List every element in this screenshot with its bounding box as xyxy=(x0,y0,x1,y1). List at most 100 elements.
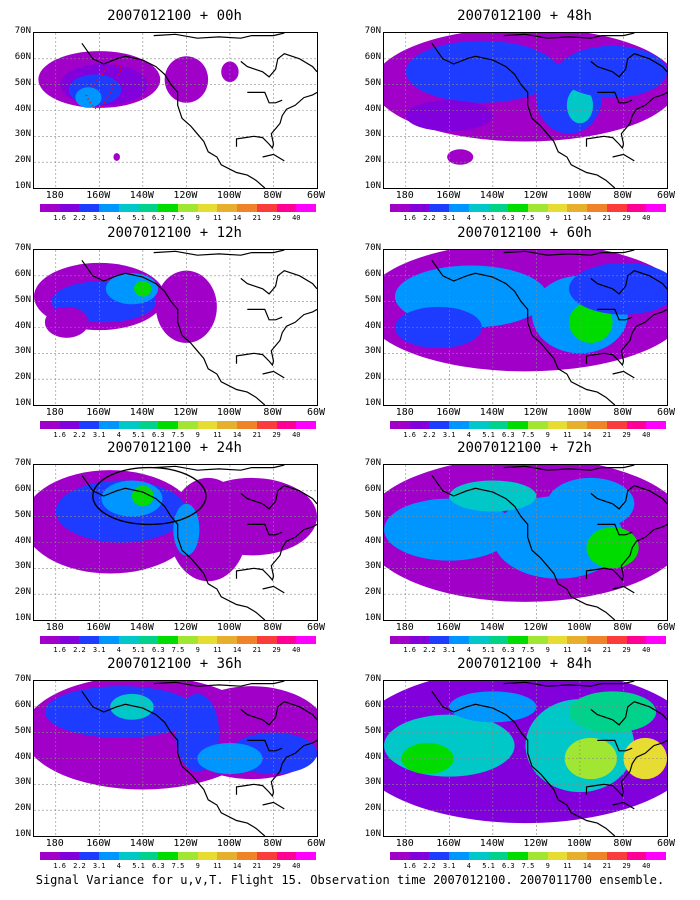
lat-tick-label: 30N xyxy=(364,561,381,572)
lon-tick-label: 60W xyxy=(656,838,676,849)
map-frame xyxy=(383,680,668,837)
colorbar-swatch xyxy=(488,852,509,860)
variance-contour xyxy=(221,61,239,83)
lat-tick-label: 50N xyxy=(14,77,31,88)
colorbar-swatch xyxy=(99,852,119,860)
lon-tick-label: 180 xyxy=(45,190,64,201)
lon-tick-label: 100W xyxy=(566,838,591,849)
lon-tick-label: 120W xyxy=(173,622,198,633)
colorbar-swatch xyxy=(256,636,277,644)
lon-tick-label: 180 xyxy=(395,407,414,418)
colorbar-swatch xyxy=(528,421,548,429)
colorbar-swatch xyxy=(390,204,410,212)
map-frame xyxy=(33,464,318,621)
colorbar-label: 6.3 xyxy=(501,431,515,439)
colorbar-swatch xyxy=(390,421,410,429)
variance-map xyxy=(34,681,317,836)
lat-tick-label: 30N xyxy=(14,346,31,357)
colorbar-swatch xyxy=(138,636,159,644)
lat-tick-label: 20N xyxy=(364,803,381,814)
lat-tick-label: 60N xyxy=(14,51,31,62)
colorbar-swatch xyxy=(138,421,159,429)
colorbar-swatch xyxy=(178,852,198,860)
lon-tick-label: 80W xyxy=(613,407,632,418)
lon-tick-label: 160W xyxy=(86,190,111,201)
lat-tick-label: 40N xyxy=(364,751,381,762)
coastline xyxy=(240,53,317,78)
coastline xyxy=(431,259,616,405)
coastline xyxy=(240,270,317,295)
colorbar-swatch xyxy=(99,636,119,644)
coastline xyxy=(235,523,317,582)
variance-map xyxy=(384,250,667,405)
colorbar-swatch xyxy=(626,421,647,429)
colorbar-label: 40 xyxy=(292,862,301,870)
colorbar-swatch xyxy=(429,421,450,429)
lon-tick-label: 160W xyxy=(86,838,111,849)
colorbar-swatch xyxy=(587,204,607,212)
colorbar-swatch xyxy=(508,204,529,212)
lat-tick-label: 60N xyxy=(14,483,31,494)
colorbar-swatch xyxy=(547,204,568,212)
colorbar-label: 14 xyxy=(582,646,592,654)
lon-tick-label: 140W xyxy=(479,838,504,849)
lon-tick-label: 60W xyxy=(656,190,676,201)
lon-tick-label: 140W xyxy=(479,190,504,201)
lat-tick-label: 10N xyxy=(14,398,31,408)
colorbar-swatch xyxy=(468,636,489,644)
lat-tick-label: 70N xyxy=(364,26,381,36)
lon-tick-label: 60W xyxy=(656,622,676,633)
colorbar-label: 5.1 xyxy=(132,214,145,222)
colorbar-swatch xyxy=(178,204,198,212)
colorbar-swatch xyxy=(587,421,607,429)
variance-map xyxy=(34,33,317,188)
coastline xyxy=(240,701,317,726)
colorbar-label: 40 xyxy=(642,646,651,654)
lon-tick-label: 80W xyxy=(263,190,282,201)
lon-tick-label: 160W xyxy=(436,622,461,633)
colorbar-label: 11 xyxy=(563,431,572,439)
lon-tick-label: 80W xyxy=(263,407,282,418)
colorbar-label: 6.3 xyxy=(501,862,515,870)
lon-tick-label: 80W xyxy=(613,190,632,201)
coastline xyxy=(153,681,285,687)
colorbar-swatch xyxy=(488,204,509,212)
colorbar-swatch xyxy=(547,852,568,860)
coastline xyxy=(597,523,633,536)
colorbar xyxy=(40,421,317,429)
lat-tick-label: 40N xyxy=(14,535,31,546)
lon-tick-label: 100W xyxy=(216,407,241,418)
lat-tick-label: 60N xyxy=(14,268,31,279)
variance-contour xyxy=(564,737,617,780)
colorbar-swatch xyxy=(79,204,100,212)
colorbar-label: 6.3 xyxy=(501,214,515,222)
colorbar-swatch xyxy=(217,852,238,860)
colorbar-swatch xyxy=(276,636,297,644)
lat-tick-label: 20N xyxy=(14,372,31,383)
colorbar-swatch xyxy=(646,636,667,644)
colorbar-label: 14 xyxy=(582,862,592,870)
colorbar-label: 5.1 xyxy=(482,214,495,222)
colorbar-label: 9 xyxy=(545,862,550,870)
variance-contour xyxy=(547,477,635,530)
colorbar-label: 9 xyxy=(545,214,550,222)
colorbar-label: 29 xyxy=(272,214,281,222)
colorbar-swatch xyxy=(256,204,277,212)
colorbar-swatch xyxy=(567,636,588,644)
lat-tick-label: 60N xyxy=(364,483,381,494)
colorbar-label: 3.1 xyxy=(92,862,106,870)
lon-tick-label: 100W xyxy=(216,622,241,633)
colorbar-swatch xyxy=(40,852,60,860)
lon-tick-label: 180 xyxy=(45,407,64,418)
colorbar-swatch xyxy=(528,636,548,644)
colorbar xyxy=(390,421,667,429)
colorbar-label: 6.3 xyxy=(151,646,165,654)
colorbar-swatch xyxy=(409,852,430,860)
lon-tick-label: 140W xyxy=(129,190,154,201)
lon-tick-label: 60W xyxy=(306,622,326,633)
colorbar-label: 29 xyxy=(622,862,631,870)
colorbar-label: 21 xyxy=(252,214,262,222)
colorbar-swatch xyxy=(40,636,60,644)
colorbar-swatch xyxy=(390,636,410,644)
colorbar-label: 4 xyxy=(466,862,471,870)
